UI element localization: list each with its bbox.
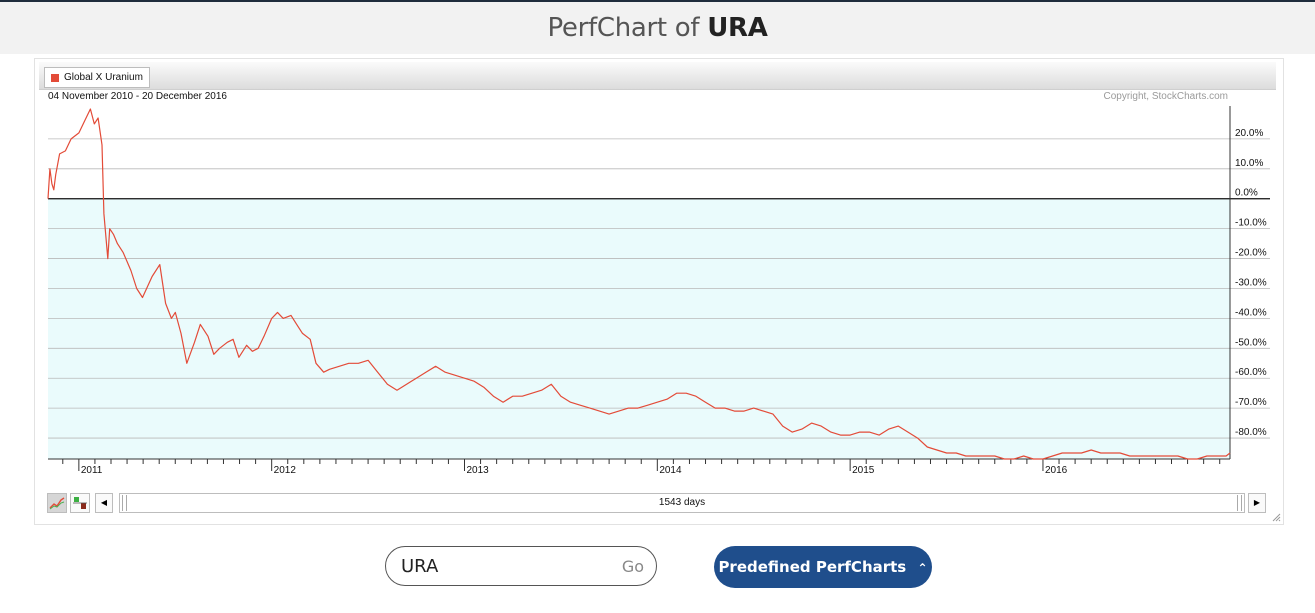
x-tick-label: 2012: [274, 465, 297, 476]
x-tick-label: 2015: [852, 465, 875, 476]
chart-panel: Global X Uranium 20.0% 10.0% 0.0% -10.0% -20…: [34, 58, 1284, 525]
resize-handle-icon[interactable]: [1271, 512, 1281, 522]
perf-chart: 20.0% 10.0% 0.0% -10.0% -20.0% -30.0% -40.0% -5…: [47, 91, 1270, 476]
chart-scrollbar: ◀ 1543 days ▶: [45, 491, 1275, 513]
symbol-input[interactable]: [401, 555, 601, 577]
go-button[interactable]: Go: [621, 557, 644, 576]
y-tick-label: -40.0%: [1235, 307, 1267, 318]
scroll-left-button[interactable]: ◀: [95, 493, 113, 513]
legend-swatch: [51, 73, 59, 82]
chevron-up-icon: ⌃: [917, 561, 928, 575]
predefined-perfcharts-button[interactable]: Predefined PerfCharts ⌃: [714, 546, 932, 588]
x-tick-label: 2014: [659, 465, 682, 476]
y-tick-label: 0.0%: [1235, 188, 1258, 199]
predefined-label: Predefined PerfCharts: [718, 558, 907, 576]
title-symbol: URA: [707, 13, 768, 43]
series-line-global-x-uranium: [47, 108, 1231, 460]
y-tick-label: -30.0%: [1235, 277, 1267, 288]
title-prefix: PerfChart of: [547, 13, 700, 43]
y-tick-label: -50.0%: [1235, 337, 1267, 348]
y-tick-label: -80.0%: [1235, 427, 1267, 438]
scroll-right-button[interactable]: ▶: [1248, 493, 1266, 513]
line-view-icon[interactable]: [47, 493, 67, 513]
chart-toolbar: Global X Uranium: [39, 62, 1276, 90]
y-tick-label: -60.0%: [1235, 367, 1267, 378]
x-tick-label: 2011: [81, 465, 103, 476]
histogram-view-icon[interactable]: [70, 493, 90, 513]
page-title: PerfChart of URA: [0, 2, 1315, 54]
legend-label: Global X Uranium: [64, 72, 143, 83]
scroll-track[interactable]: 1543 days: [119, 493, 1245, 513]
y-tick-label: -20.0%: [1235, 248, 1267, 259]
x-tick-label: 2013: [466, 465, 489, 476]
y-tick-label: -10.0%: [1235, 218, 1267, 229]
page-header: PerfChart of URA: [0, 2, 1315, 54]
copyright-label: Copyright, StockCharts.com: [1104, 91, 1229, 102]
y-tick-label: 10.0%: [1235, 158, 1263, 169]
top-border: [0, 0, 1315, 2]
legend-button[interactable]: Global X Uranium: [44, 67, 150, 88]
date-range-label: 04 November 2010 - 20 December 2016: [48, 91, 227, 102]
x-tick-label: 2016: [1045, 465, 1068, 476]
y-tick-label: 20.0%: [1235, 128, 1263, 139]
days-label: 1543 days: [658, 497, 706, 508]
negative-region: [48, 198, 1230, 459]
symbol-search: Go: [385, 546, 657, 586]
y-tick-label: -70.0%: [1235, 397, 1267, 408]
